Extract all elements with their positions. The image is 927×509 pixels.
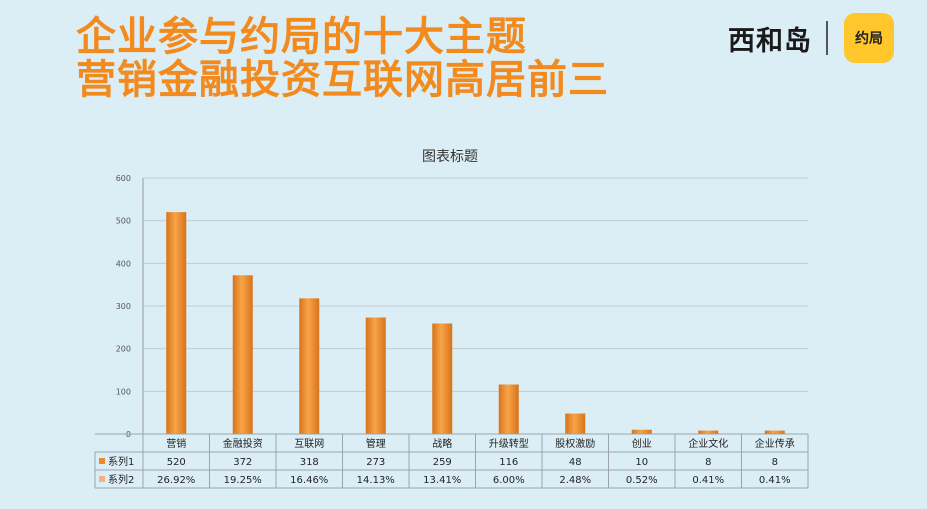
series-name: 系列2	[108, 473, 134, 486]
brand-name: 西和岛	[728, 25, 812, 57]
data-label: 116	[499, 457, 518, 468]
data-label: 0.41%	[692, 475, 724, 486]
y-tick-label: 200	[116, 345, 131, 354]
bar	[498, 384, 519, 434]
category-label: 管理	[366, 437, 386, 450]
data-label: 19.25%	[224, 475, 262, 486]
data-label: 520	[167, 457, 186, 468]
data-label: 0.41%	[759, 475, 791, 486]
brand-logo-text: 约局	[855, 31, 883, 47]
bar	[432, 323, 453, 434]
headline-line-2: 营销金融投资互联网高居前三	[76, 57, 609, 104]
category-label: 战略	[432, 437, 452, 450]
y-tick-label: 500	[116, 217, 131, 226]
category-label: 互联网	[294, 438, 324, 450]
data-label: 0.52%	[626, 475, 658, 486]
series-name: 系列1	[108, 455, 134, 468]
bar	[365, 317, 386, 434]
bar	[631, 429, 652, 434]
category-label: 营销	[166, 437, 186, 450]
data-label: 48	[569, 457, 582, 468]
brand: 西和岛 约局	[728, 12, 894, 64]
bar	[764, 430, 785, 434]
category-label: 股权激励	[555, 437, 595, 450]
brand-divider	[826, 21, 828, 55]
data-label: 14.13%	[357, 475, 395, 486]
legend-swatch	[99, 476, 105, 482]
bar	[166, 212, 187, 434]
bar	[232, 275, 253, 434]
category-label: 金融投资	[223, 437, 263, 450]
chart-title: 图表标题	[422, 149, 478, 165]
category-label: 创业	[632, 437, 652, 450]
bar	[299, 298, 320, 434]
data-label: 318	[300, 457, 319, 468]
category-label: 企业传承	[755, 437, 795, 450]
data-label: 6.00%	[493, 475, 525, 486]
bar	[698, 430, 719, 434]
data-label: 273	[366, 457, 385, 468]
data-label: 16.46%	[290, 475, 328, 486]
legend-swatch	[99, 458, 105, 464]
y-tick-label: 600	[116, 174, 131, 183]
data-label: 8	[705, 457, 711, 468]
headline: 企业参与约局的十大主题 营销金融投资互联网高居前三	[76, 14, 609, 104]
bar	[565, 413, 586, 434]
y-tick-label: 100	[116, 387, 131, 396]
chart-gridlines: 0100200300400500600	[116, 174, 808, 439]
data-label: 2.48%	[559, 475, 591, 486]
y-tick-label: 400	[116, 259, 131, 268]
chart-bars	[166, 212, 785, 434]
y-tick-label: 300	[116, 302, 131, 311]
data-label: 13.41%	[423, 475, 461, 486]
category-label: 企业文化	[688, 437, 728, 450]
data-label: 259	[433, 457, 452, 468]
category-label: 升级转型	[489, 437, 529, 450]
data-label: 10	[635, 457, 648, 468]
yueju-logo-icon: 约局	[844, 13, 894, 63]
headline-line-1: 企业参与约局的十大主题	[76, 14, 527, 60]
data-label: 8	[772, 457, 778, 468]
data-label: 372	[233, 457, 252, 468]
data-label: 26.92%	[157, 475, 195, 486]
